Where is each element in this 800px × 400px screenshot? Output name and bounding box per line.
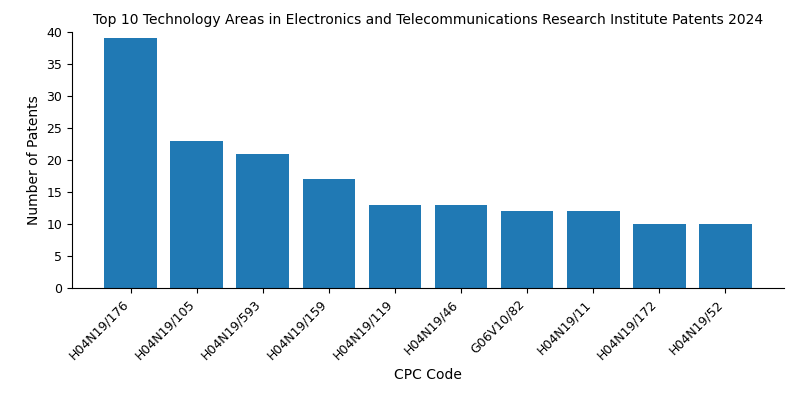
Bar <box>434 205 487 288</box>
Bar <box>170 141 223 288</box>
Bar <box>633 224 686 288</box>
Y-axis label: Number of Patents: Number of Patents <box>27 95 41 225</box>
Bar <box>566 211 619 288</box>
Bar <box>237 154 290 288</box>
Bar <box>104 38 158 288</box>
Bar <box>302 179 355 288</box>
Bar <box>698 224 752 288</box>
Bar <box>369 205 422 288</box>
Bar <box>501 211 554 288</box>
Title: Top 10 Technology Areas in Electronics and Telecommunications Research Institute: Top 10 Technology Areas in Electronics a… <box>93 13 763 27</box>
X-axis label: CPC Code: CPC Code <box>394 368 462 382</box>
